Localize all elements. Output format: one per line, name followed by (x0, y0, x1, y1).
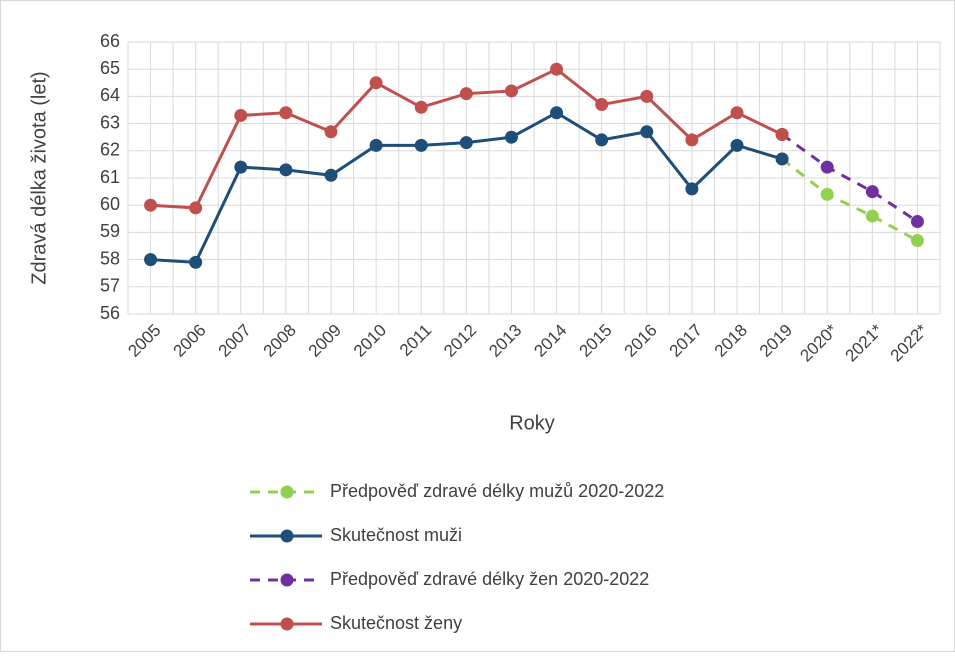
data-point (820, 187, 834, 201)
legend-marker (280, 485, 294, 499)
series-line (781, 157, 919, 242)
legend-label: Skutečnost muži (330, 525, 462, 545)
data-point (865, 185, 879, 199)
y-tick-label: 56 (100, 303, 120, 323)
legend-marker (280, 529, 294, 543)
y-tick-label: 58 (100, 248, 120, 268)
data-point (324, 125, 338, 139)
legend-marker (280, 573, 294, 587)
data-point (775, 152, 789, 166)
data-point (640, 89, 654, 103)
data-point (414, 100, 428, 114)
data-point (685, 133, 699, 147)
data-point (640, 125, 654, 139)
data-point (279, 106, 293, 120)
data-point (730, 138, 744, 152)
data-point (414, 138, 428, 152)
data-point (324, 168, 338, 182)
y-tick-label: 60 (100, 194, 120, 214)
data-point (504, 84, 518, 98)
data-point (910, 234, 924, 248)
data-point (504, 130, 518, 144)
data-point (459, 87, 473, 101)
data-point (144, 253, 158, 267)
data-point (730, 106, 744, 120)
y-tick-label: 66 (100, 31, 120, 51)
data-point (369, 76, 383, 90)
legend-label: Předpověď zdravé délky žen 2020-2022 (330, 569, 649, 589)
y-tick-label: 61 (100, 167, 120, 187)
legend-marker (280, 617, 294, 631)
data-point (820, 160, 834, 174)
y-tick-label: 59 (100, 221, 120, 241)
y-axis-title: Zdravá délka života (let) (28, 71, 50, 284)
data-point (234, 108, 248, 122)
data-point (279, 163, 293, 177)
data-point (234, 160, 248, 174)
data-point (775, 127, 789, 141)
data-point (685, 182, 699, 196)
data-point (369, 138, 383, 152)
data-point (144, 198, 158, 212)
data-point (595, 98, 609, 112)
legend-label: Předpověď zdravé délky mužů 2020-2022 (330, 481, 664, 501)
data-point (550, 62, 564, 76)
y-tick-label: 63 (100, 112, 120, 132)
legend-label: Skutečnost ženy (330, 613, 462, 633)
data-point (910, 215, 924, 229)
x-axis-title: Roky (509, 412, 555, 434)
data-point (459, 136, 473, 150)
y-tick-label: 57 (100, 276, 120, 296)
data-point (189, 201, 203, 215)
data-point (865, 209, 879, 223)
y-tick-label: 62 (100, 140, 120, 160)
data-point (550, 106, 564, 120)
data-point (595, 133, 609, 147)
y-tick-label: 64 (100, 85, 120, 105)
y-tick-label: 65 (100, 58, 120, 78)
data-point (189, 255, 203, 269)
series-line (781, 133, 919, 223)
